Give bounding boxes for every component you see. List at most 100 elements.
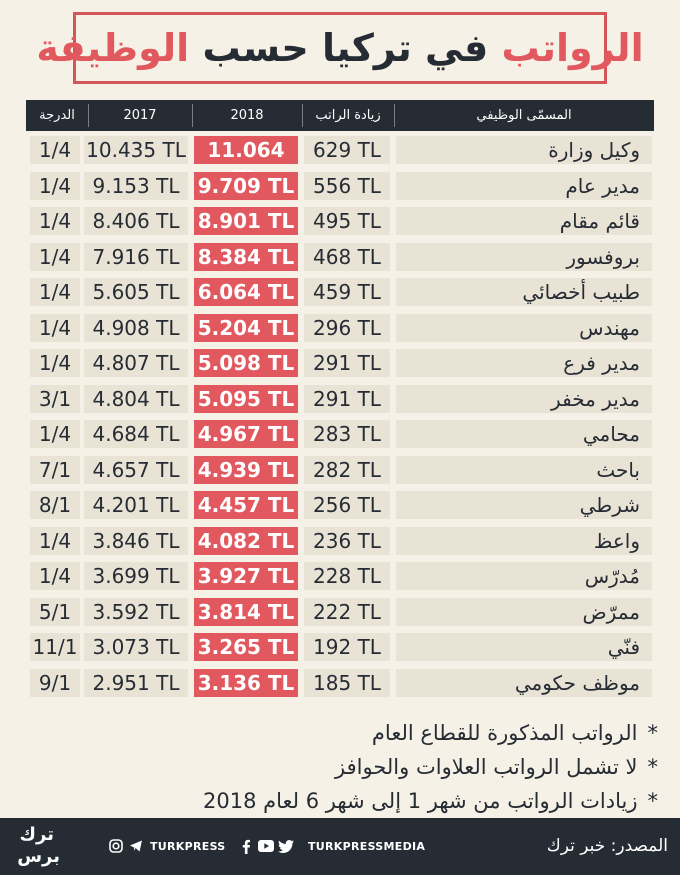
- logo-text: ترك: [20, 824, 54, 845]
- asterisk-icon: *: [648, 784, 659, 818]
- table-row: 11/1 3.073 TL 3.265 TL 192 TL فنّي: [26, 628, 654, 664]
- social-icons-left: [108, 838, 144, 854]
- job-title-cell: فنّي: [396, 633, 652, 661]
- grade-cell: 1/4: [30, 527, 80, 555]
- table-row: 1/4 7.916 TL 8.384 TL 468 TL بروفسور: [26, 238, 654, 274]
- table-row: 1/4 4.908 TL 5.204 TL 296 TL مهندس: [26, 309, 654, 345]
- salary-2017-cell: 8.406 TL: [84, 207, 188, 235]
- salary-2017-cell: 4.807 TL: [84, 349, 188, 377]
- job-title-cell: مدير مخفر: [396, 385, 652, 413]
- grade-cell: 1/4: [30, 278, 80, 306]
- salary-2018-cell: 4.939 TL: [194, 456, 298, 484]
- job-title-cell: محامي: [396, 420, 652, 448]
- header-grade: الدرجة: [26, 100, 88, 131]
- salary-2017-cell: 10.435 TL: [84, 136, 188, 164]
- facebook-icon[interactable]: [238, 838, 254, 854]
- table-row: 1/4 5.605 TL 6.064 TL 459 TL طبيب أخصائي: [26, 273, 654, 309]
- asterisk-icon: *: [648, 750, 659, 784]
- header-job-title: المسمّى الوظيفي: [394, 100, 654, 131]
- grade-cell: 1/4: [30, 314, 80, 342]
- footer: ترك برس TURKPRESS TURKPRESSMEDIA المصدر:…: [0, 818, 680, 875]
- raise-cell: 468 TL: [304, 243, 390, 271]
- twitter-icon[interactable]: [278, 838, 294, 854]
- job-title-cell: بروفسور: [396, 243, 652, 271]
- table-row: 7/1 4.657 TL 4.939 TL 282 TL باحث: [26, 451, 654, 487]
- raise-cell: 629 TL: [304, 136, 390, 164]
- raise-cell: 556 TL: [304, 172, 390, 200]
- header-raise: زيادة الراتب: [302, 100, 394, 131]
- raise-cell: 228 TL: [304, 562, 390, 590]
- job-title-cell: شرطي: [396, 491, 652, 519]
- note-item: * زيادات الرواتب من شهر 1 إلى شهر 6 لعام …: [203, 784, 658, 818]
- header-2018: 2018: [192, 100, 302, 131]
- instagram-icon[interactable]: [108, 838, 124, 854]
- table-row: 9/1 2.951 TL 3.136 TL 185 TL موظف حكومي: [26, 664, 654, 700]
- salary-2018-cell: 8.901 TL: [194, 207, 298, 235]
- job-title-cell: ممرّض: [396, 598, 652, 626]
- table-row: 5/1 3.592 TL 3.814 TL 222 TL ممرّض: [26, 593, 654, 629]
- grade-cell: 11/1: [30, 633, 80, 661]
- raise-cell: 256 TL: [304, 491, 390, 519]
- note-text: زيادات الرواتب من شهر 1 إلى شهر 6 لعام 2…: [203, 789, 638, 813]
- note-text: الرواتب المذكورة للقطاع العام: [372, 721, 638, 745]
- table-row: 1/4 3.699 TL 3.927 TL 228 TL مُدرّس: [26, 557, 654, 593]
- grade-cell: 5/1: [30, 598, 80, 626]
- grade-cell: 1/4: [30, 172, 80, 200]
- grade-cell: 1/4: [30, 207, 80, 235]
- salary-2017-cell: 3.073 TL: [84, 633, 188, 661]
- grade-cell: 7/1: [30, 456, 80, 484]
- salary-2017-cell: 4.908 TL: [84, 314, 188, 342]
- turkpress-logo: ترك برس: [8, 822, 64, 872]
- table-row: 1/4 8.406 TL 8.901 TL 495 TL قائم مقام: [26, 202, 654, 238]
- salary-2018-cell: 9.709 TL: [194, 172, 298, 200]
- salary-2017-cell: 4.684 TL: [84, 420, 188, 448]
- turkpress-handle: TURKPRESS: [150, 818, 226, 875]
- job-title-cell: مدير فرع: [396, 349, 652, 377]
- salary-2018-cell: 4.457 TL: [194, 491, 298, 519]
- salary-2018-cell: 3.814 TL: [194, 598, 298, 626]
- job-title-cell: طبيب أخصائي: [396, 278, 652, 306]
- grade-cell: 1/4: [30, 420, 80, 448]
- salary-2017-cell: 3.592 TL: [84, 598, 188, 626]
- note-item: * الرواتب المذكورة للقطاع العام: [203, 716, 658, 750]
- grade-cell: 9/1: [30, 669, 80, 697]
- raise-cell: 291 TL: [304, 349, 390, 377]
- salary-2018-cell: 11.064 TL: [194, 136, 298, 164]
- raise-cell: 495 TL: [304, 207, 390, 235]
- youtube-icon[interactable]: [258, 838, 274, 854]
- salary-2018-cell: 3.927 TL: [194, 562, 298, 590]
- table-row: 1/4 4.684 TL 4.967 TL 283 TL محامي: [26, 415, 654, 451]
- title-part-middle: في تركيا حسب: [202, 26, 488, 70]
- job-title-cell: موظف حكومي: [396, 669, 652, 697]
- raise-cell: 236 TL: [304, 527, 390, 555]
- job-title-cell: واعظ: [396, 527, 652, 555]
- raise-cell: 185 TL: [304, 669, 390, 697]
- salary-2018-cell: 5.095 TL: [194, 385, 298, 413]
- note-item: * لا تشمل الرواتب العلاوات والحوافز: [203, 750, 658, 784]
- source-credit: المصدر: خبر ترك: [547, 818, 668, 875]
- telegram-icon[interactable]: [128, 838, 144, 854]
- grade-cell: 3/1: [30, 385, 80, 413]
- raise-cell: 222 TL: [304, 598, 390, 626]
- salary-2017-cell: 2.951 TL: [84, 669, 188, 697]
- asterisk-icon: *: [648, 716, 659, 750]
- job-title-cell: وكيل وزارة: [396, 136, 652, 164]
- salary-2017-cell: 7.916 TL: [84, 243, 188, 271]
- salary-2018-cell: 4.082 TL: [194, 527, 298, 555]
- raise-cell: 459 TL: [304, 278, 390, 306]
- grade-cell: 8/1: [30, 491, 80, 519]
- page-title: الرواتب في تركيا حسب الوظيفة: [73, 12, 607, 84]
- grade-cell: 1/4: [30, 243, 80, 271]
- salary-2018-cell: 5.098 TL: [194, 349, 298, 377]
- salary-2018-cell: 5.204 TL: [194, 314, 298, 342]
- salary-2017-cell: 4.804 TL: [84, 385, 188, 413]
- grade-cell: 1/4: [30, 562, 80, 590]
- salary-2017-cell: 9.153 TL: [84, 172, 188, 200]
- table-header: الدرجة 2017 2018 زيادة الراتب المسمّى ال…: [26, 100, 654, 131]
- grade-cell: 1/4: [30, 349, 80, 377]
- job-title-cell: مدير عام: [396, 172, 652, 200]
- notes: * الرواتب المذكورة للقطاع العام * لا تشمل …: [203, 716, 658, 818]
- salary-2018-cell: 8.384 TL: [194, 243, 298, 271]
